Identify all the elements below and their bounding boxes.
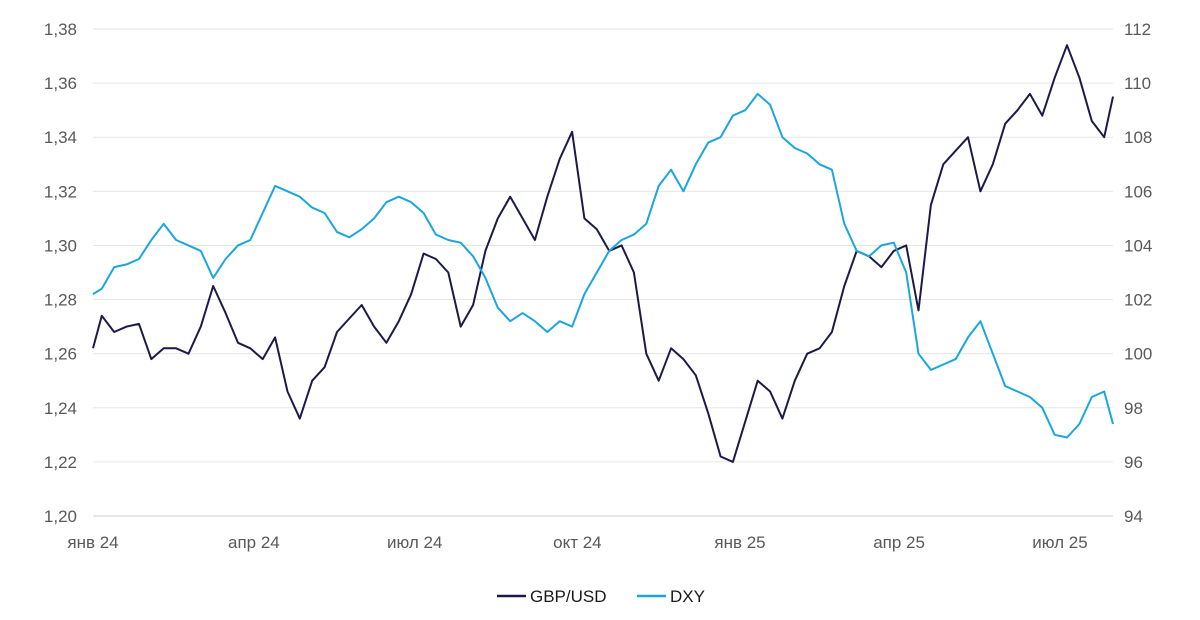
right-tick-label: 110	[1124, 74, 1151, 93]
legend: GBP/USD DXY	[497, 587, 705, 606]
series-lines	[92, 44, 1114, 463]
left-y-axis: 1,20 1,22 1,24 1,26 1,28 1,30 1,32 1,34 1,36 1,38	[44, 20, 77, 526]
left-tick-label: 1,24	[44, 399, 77, 418]
right-tick-label: 94	[1124, 507, 1143, 526]
x-tick-label: апр 24	[228, 533, 280, 552]
right-tick-label: 96	[1124, 453, 1143, 472]
x-tick-label: янв 24	[67, 533, 118, 552]
right-tick-label: 98	[1124, 399, 1143, 418]
x-axis: янв 24 апр 24 июл 24 окт 24 янв 25 апр 25 июл …	[67, 533, 1087, 552]
left-tick-label: 1,32	[44, 182, 77, 201]
right-tick-label: 100	[1124, 345, 1152, 364]
x-tick-label: янв 25	[714, 533, 765, 552]
left-tick-label: 1,34	[44, 128, 77, 147]
x-tick-label: апр 25	[873, 533, 925, 552]
left-tick-label: 1,38	[44, 20, 77, 39]
right-y-axis: 94 96 98 100 102 104 106 108 110 112	[1124, 20, 1152, 526]
x-tick-label: июл 24	[387, 533, 442, 552]
series-line-gbpusd	[92, 44, 1114, 463]
left-tick-label: 1,36	[44, 74, 77, 93]
right-tick-label: 102	[1124, 291, 1152, 310]
legend-item-gbpusd: GBP/USD	[497, 587, 607, 606]
left-tick-label: 1,20	[44, 507, 77, 526]
right-tick-label: 106	[1124, 182, 1152, 201]
series-line-dxy	[92, 92, 1114, 439]
right-tick-label: 108	[1124, 128, 1152, 147]
left-tick-label: 1,22	[44, 453, 77, 472]
right-tick-label: 112	[1124, 20, 1151, 39]
legend-item-dxy: DXY	[637, 587, 705, 606]
left-tick-label: 1,28	[44, 291, 77, 310]
legend-label-gbpusd: GBP/USD	[530, 587, 607, 606]
left-tick-label: 1,30	[44, 236, 77, 255]
legend-label-dxy: DXY	[670, 587, 705, 606]
left-tick-label: 1,26	[44, 345, 77, 364]
right-tick-label: 104	[1124, 236, 1152, 255]
x-tick-label: окт 24	[553, 533, 602, 552]
x-tick-label: июл 25	[1032, 533, 1087, 552]
gridlines	[93, 28, 1113, 517]
